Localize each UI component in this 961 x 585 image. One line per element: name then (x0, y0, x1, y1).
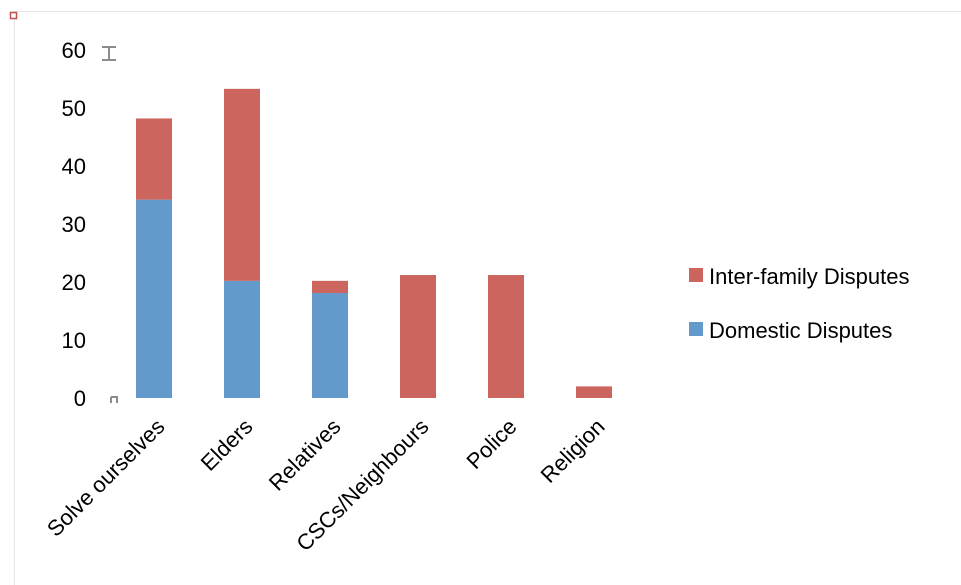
y-tick-label: 60 (62, 38, 86, 63)
y-tick-label: 40 (62, 154, 86, 179)
x-category-label: Police (461, 414, 521, 474)
x-axis-labels: Solve ourselves Elders RelativesCSCs/Neigh… (42, 414, 610, 556)
x-category-label: Solve ourselves (42, 414, 170, 542)
x-category-label: Elders (196, 414, 258, 476)
axis-marker-bottom (110, 396, 118, 403)
legend-swatch (689, 322, 703, 336)
bar-segment[interactable] (312, 293, 348, 398)
bar-segment[interactable] (136, 199, 172, 398)
x-category-label: Relatives (264, 414, 346, 496)
legend-label: Inter-family Disputes (709, 264, 910, 289)
bar-segment[interactable] (400, 275, 436, 398)
y-tick-label: 20 (62, 270, 86, 295)
bar-segment[interactable] (224, 280, 260, 398)
bar-segment[interactable] (488, 275, 524, 398)
y-tick-label: 10 (62, 328, 86, 353)
legend: Inter-family Disputes Domestic Disputes (689, 264, 910, 343)
legend-label: Domestic Disputes (709, 318, 892, 343)
y-tick-label: 0 (74, 386, 86, 411)
x-category-label: Religion (536, 414, 610, 488)
bar-segment[interactable] (136, 118, 172, 200)
bars-layer (136, 88, 612, 398)
bar-segment[interactable] (576, 386, 612, 398)
y-axis-ticks: 0 10 20 30 40 50 60 (62, 38, 86, 411)
bar-segment[interactable] (312, 280, 348, 294)
bar-segment[interactable] (224, 88, 260, 281)
y-tick-label: 50 (62, 96, 86, 121)
y-tick-label: 30 (62, 212, 86, 237)
legend-swatch (689, 268, 703, 282)
selection-handle[interactable] (9, 11, 18, 20)
axis-marker-top (102, 46, 116, 61)
